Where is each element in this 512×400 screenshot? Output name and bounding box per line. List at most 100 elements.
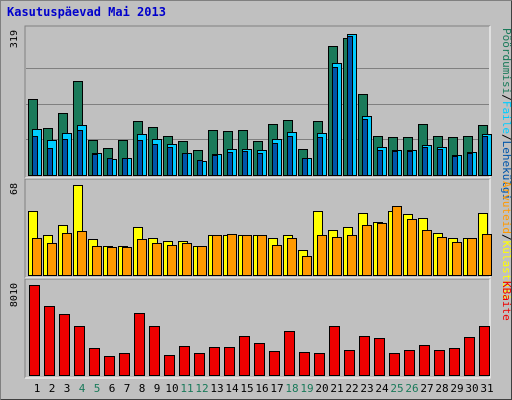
- x-tick-label: 17: [270, 382, 283, 395]
- bar-lehek-lgi-day-27: [422, 147, 428, 176]
- legend-entry: /: [500, 94, 512, 101]
- bar-kbaite-day-20: [314, 353, 325, 376]
- bar-lehek-lgi-day-10: [167, 147, 173, 176]
- bar-arvuteid-day-21: [332, 237, 342, 276]
- bar-arvuteid-day-25: [392, 206, 402, 276]
- x-tick-label: 4: [79, 382, 86, 395]
- panel-border: [25, 26, 491, 179]
- bar-lehek-lgi-day-28: [437, 149, 443, 176]
- x-tick-label: 3: [64, 382, 71, 395]
- legend-entry: /: [500, 234, 512, 241]
- bar-arvuteid-day-26: [407, 219, 417, 276]
- bar-kbaite-day-7: [119, 353, 130, 376]
- bar-lehek-lgi-day-7: [122, 158, 128, 176]
- x-tick-label: 1: [34, 382, 41, 395]
- bar-arvuteid-day-24: [377, 223, 387, 276]
- bar-kbaite-day-24: [374, 338, 385, 376]
- bar-kbaite-day-27: [419, 345, 430, 376]
- bar-kbaite-day-5: [89, 348, 100, 376]
- bar-arvuteid-day-20: [317, 235, 327, 276]
- bar-kbaite-day-25: [389, 353, 400, 376]
- legend: Arvuteid/Külastusi: [500, 181, 512, 300]
- x-tick-label: 30: [465, 382, 478, 395]
- bar-lehek-lgi-day-22: [347, 36, 353, 176]
- bar-lehek-lgi-day-16: [257, 153, 263, 176]
- bar-kbaite-day-17: [269, 351, 280, 376]
- x-tick-label: 16: [255, 382, 268, 395]
- bar-kbaite-day-14: [224, 347, 235, 376]
- bar-kbaite-day-18: [284, 331, 295, 376]
- bar-lehek-lgi-day-17: [272, 143, 278, 176]
- bar-arvuteid-day-13: [212, 235, 222, 276]
- bar-arvuteid-day-5: [92, 246, 102, 276]
- bar-kbaite-day-12: [194, 353, 205, 376]
- x-tick-label: 6: [109, 382, 116, 395]
- legend-entry: Arvuteid: [500, 181, 512, 234]
- bar-kbaite-day-10: [164, 355, 175, 376]
- legend-entry: /: [500, 134, 512, 141]
- bar-kbaite-day-29: [449, 348, 460, 376]
- bar-arvuteid-day-16: [257, 235, 267, 276]
- bar-arvuteid-day-28: [437, 237, 447, 276]
- x-tick-label: 8: [139, 382, 146, 395]
- panel-top: 319 Pöördumisi/Faile/Lehekülgi: [9, 25, 512, 200]
- x-tick-label: 12: [195, 382, 208, 395]
- bar-arvuteid-day-17: [272, 245, 282, 276]
- bar-lehek-lgi-day-12: [197, 160, 203, 176]
- bar-kbaite-day-13: [209, 347, 220, 376]
- legend-entry: Külastusi: [500, 241, 512, 301]
- bar-lehek-lgi-day-15: [242, 151, 248, 176]
- legend-entry: Pöördumisi: [500, 28, 512, 94]
- bar-lehek-lgi-day-31: [482, 136, 488, 176]
- bar-kbaite-day-23: [359, 336, 370, 376]
- bar-lehek-lgi-day-1: [32, 136, 38, 176]
- bar-kbaite-day-2: [44, 306, 55, 376]
- x-tick-label: 7: [124, 382, 131, 395]
- bar-lehek-lgi-day-21: [332, 67, 338, 176]
- x-tick-label: 14: [225, 382, 239, 395]
- bar-kbaite-day-31: [479, 326, 490, 376]
- bar-arvuteid-day-19: [302, 256, 312, 276]
- bar-arvuteid-day-15: [242, 235, 252, 276]
- bar-arvuteid-day-14: [227, 234, 237, 276]
- panel-border: [24, 278, 490, 378]
- bar-kbaite-day-19: [299, 352, 310, 376]
- y-axis-max-label: 68: [9, 183, 20, 195]
- x-tick-label: 23: [360, 382, 373, 395]
- x-tick-label: 25: [390, 382, 403, 395]
- bar-arvuteid-day-6: [107, 247, 117, 276]
- bar-lehek-lgi-day-3: [62, 139, 68, 176]
- x-tick-label: 11: [180, 382, 193, 395]
- bar-lehek-lgi-day-8: [137, 140, 143, 176]
- panel-border: [24, 178, 490, 278]
- bar-lehek-lgi-day-13: [212, 155, 218, 176]
- bar-kbaite-day-15: [239, 336, 250, 376]
- legend: KBaite: [500, 281, 512, 321]
- x-tick-label: 24: [375, 382, 389, 395]
- bar-kbaite-day-3: [59, 314, 70, 376]
- bar-arvuteid-day-27: [422, 230, 432, 276]
- bar-kbaite-day-21: [329, 326, 340, 376]
- bar-lehek-lgi-day-23: [362, 119, 368, 176]
- bar-lehek-lgi-day-4: [77, 130, 83, 176]
- x-tick-label: 31: [480, 382, 493, 395]
- bar-kbaite-day-4: [74, 326, 85, 376]
- bar-lehek-lgi-day-29: [452, 156, 458, 176]
- x-tick-label: 5: [94, 382, 101, 395]
- chart-title: Kasutuspäevad Mai 2013: [7, 5, 166, 19]
- x-tick-label: 2: [49, 382, 56, 395]
- bar-lehek-lgi-day-14: [227, 152, 233, 176]
- bar-kbaite-day-28: [434, 350, 445, 376]
- panel-border: [24, 25, 490, 178]
- x-tick-label: 28: [435, 382, 448, 395]
- bar-arvuteid-day-11: [182, 243, 192, 276]
- panel-middle: 68 Arvuteid/Külastusi: [9, 178, 512, 300]
- bar-lehek-lgi-day-30: [467, 153, 473, 176]
- bar-arvuteid-day-30: [467, 238, 477, 276]
- x-tick-label: 13: [210, 382, 223, 395]
- bar-arvuteid-day-22: [347, 235, 357, 276]
- bar-lehek-lgi-day-20: [317, 137, 323, 176]
- bar-kbaite-day-26: [404, 350, 415, 376]
- bar-arvuteid-day-7: [122, 247, 132, 276]
